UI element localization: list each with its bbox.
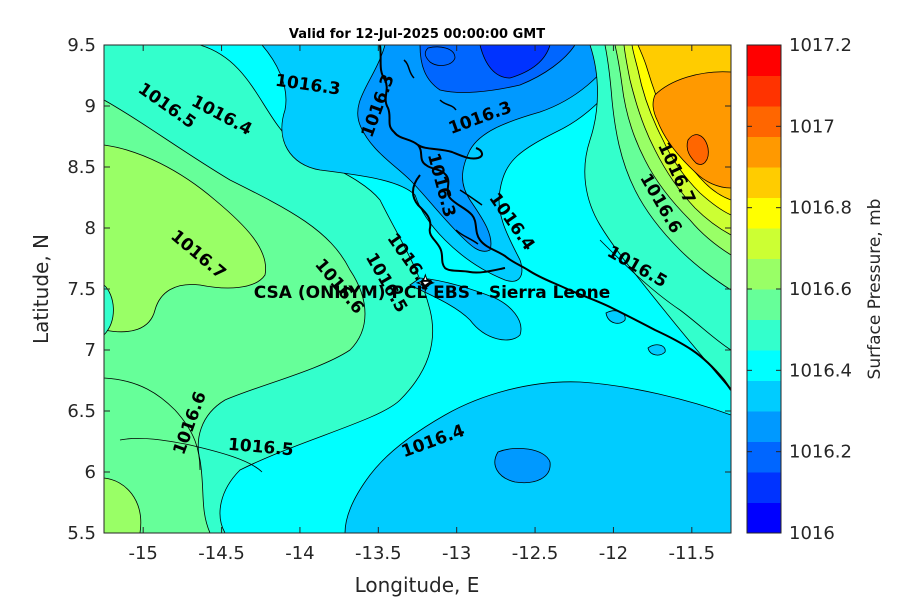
colorbar-label: Surface Pressure, mb <box>865 199 885 380</box>
colorbar-segment <box>747 289 781 320</box>
pressure-band-1016-0-north <box>479 45 551 79</box>
pressure-blob-coast-1 <box>605 310 626 324</box>
x-axis-ticks: -15 -14.5 -14 -13.5 -13 -12.5 -12 -11.5 <box>128 45 715 564</box>
colorbar-tick-label: 1016.6 <box>789 279 852 300</box>
pressure-patch-1016-2-south <box>494 447 551 484</box>
colorbar-segment <box>747 45 781 76</box>
y-axis-ticks: 9.5 9 8.5 8 7.5 7 6.5 6 5.5 <box>67 35 731 544</box>
colorbar-tick-label: 1016.4 <box>789 360 852 381</box>
y-tick-label: 6 <box>85 462 96 483</box>
colorbar-segment <box>747 258 781 290</box>
colorbar-segment <box>747 197 781 229</box>
colorbar-tick-label: 1016.2 <box>789 442 852 463</box>
y-tick-label: 9 <box>85 96 96 117</box>
colorbar-tick-label: 1017.2 <box>789 35 852 56</box>
y-tick-label: 7 <box>85 340 96 361</box>
colorbar-segment <box>747 441 781 473</box>
plot-title: Valid for 12-Jul-2025 00:00:00 GMT <box>289 27 545 42</box>
colorbar-segment <box>747 136 781 168</box>
x-tick-label: -14 <box>285 543 314 564</box>
x-tick-label: -15 <box>128 543 157 564</box>
colorbar-tick-label: 1016.8 <box>789 198 852 219</box>
x-tick-label: -11.5 <box>669 543 716 564</box>
colorbar-ticks: 1017.2 1017 1016.8 1016.6 1016.4 1016.2 1016 <box>747 35 852 544</box>
x-axis-label: Longitude, E <box>355 573 480 597</box>
colorbar-tick-label: 1016 <box>789 523 835 544</box>
station-marker-star <box>415 273 435 293</box>
colorbar-segment <box>747 472 781 503</box>
x-tick-label: -14.5 <box>198 543 245 564</box>
station-label: CSA (ONHYM) PCL EBS - Sierra Leone <box>254 283 611 303</box>
contour-line-southwest-1 <box>104 377 201 471</box>
x-tick-label: -13 <box>442 543 471 564</box>
contour-line-coast-east <box>599 239 731 351</box>
y-tick-label: 6.5 <box>67 401 96 422</box>
coastline-river-islands <box>403 59 483 245</box>
colorbar <box>747 45 781 534</box>
colorbar-tick-label: 1017 <box>789 116 835 137</box>
colorbar-segment <box>747 319 781 351</box>
station-marker[interactable] <box>415 273 435 293</box>
x-tick-label: -12 <box>599 543 628 564</box>
y-tick-label: 8.5 <box>67 157 96 178</box>
x-tick-label: -12.5 <box>512 543 559 564</box>
colorbar-segment <box>747 502 781 534</box>
pressure-core-1017-2 <box>686 134 709 165</box>
colorbar-segment <box>747 350 781 381</box>
colorbar-segment <box>747 228 781 259</box>
pressure-island-north <box>424 46 456 66</box>
y-tick-label: 5.5 <box>67 523 96 544</box>
colorbar-segment <box>747 75 781 107</box>
y-axis-label: Latitude, N <box>29 234 53 344</box>
x-tick-label: -13.5 <box>355 543 402 564</box>
contour-line-southwest-2 <box>119 438 263 473</box>
coastline-estuary-south <box>412 174 506 274</box>
colorbar-segment <box>747 106 781 137</box>
pressure-blob-coast-2 <box>647 344 666 356</box>
colorbar-segment <box>747 380 781 412</box>
colorbar-segment <box>747 411 781 442</box>
y-tick-label: 7.5 <box>67 279 96 300</box>
pressure-band-1017-1-east <box>652 71 731 189</box>
pressure-band-1016-2-north <box>357 45 621 252</box>
y-tick-label: 8 <box>85 218 96 239</box>
coastline <box>379 45 731 391</box>
pressure-patch-1016-3-center <box>409 277 522 341</box>
colorbar-segment <box>747 167 781 198</box>
pressure-band-1016-7-west <box>104 144 267 333</box>
coastline-estuary-north <box>417 144 484 160</box>
y-tick-label: 9.5 <box>67 35 96 56</box>
